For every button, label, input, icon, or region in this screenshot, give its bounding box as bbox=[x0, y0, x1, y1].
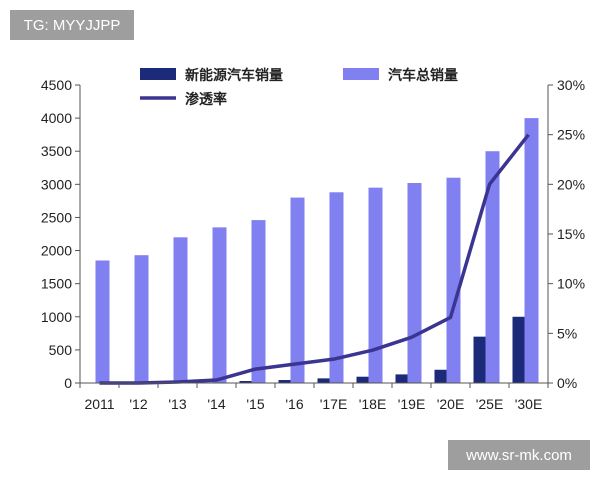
total-sales-bar bbox=[524, 118, 539, 383]
watermark-bottom: www.sr-mk.com bbox=[448, 440, 590, 470]
total-sales-bar bbox=[134, 255, 149, 383]
nev-sales-bar bbox=[434, 369, 447, 383]
left-tick-label: 4000 bbox=[41, 110, 72, 126]
x-tick-label: '12 bbox=[129, 396, 147, 412]
total-sales-bar bbox=[290, 197, 305, 383]
total-sales-bar bbox=[95, 260, 110, 383]
nev-sales-bar bbox=[356, 376, 369, 383]
legend-label-penetration: 渗透率 bbox=[185, 91, 227, 108]
total-sales-bar bbox=[329, 192, 344, 383]
x-tick-label: '15 bbox=[246, 396, 264, 412]
nev-sales-bar bbox=[512, 316, 525, 383]
right-tick-label: 20% bbox=[557, 176, 585, 192]
total-sales-bars bbox=[95, 118, 539, 383]
right-tick-label: 5% bbox=[557, 325, 577, 341]
x-tick-label: '14 bbox=[207, 396, 225, 412]
x-tick-label: 2011 bbox=[84, 396, 114, 412]
left-tick-label: 3000 bbox=[41, 176, 72, 192]
total-sales-bar bbox=[212, 227, 227, 383]
right-tick-label: 25% bbox=[557, 127, 585, 143]
nev-sales-bar bbox=[317, 378, 330, 383]
legend-label-nev: 新能源汽车销量 bbox=[185, 67, 283, 84]
x-tick-label: '13 bbox=[168, 396, 186, 412]
nev-sales-bar bbox=[395, 374, 408, 383]
axes: 0 500 1000 1500 2000 2500 3000 3500 4000 4500 0% 5%… bbox=[41, 77, 585, 412]
x-tick-label: '19E bbox=[398, 396, 426, 412]
total-sales-bar bbox=[251, 220, 266, 383]
left-tick-label: 2000 bbox=[41, 243, 72, 259]
nev-sales-bars bbox=[200, 316, 525, 383]
right-tick-label: 0% bbox=[557, 375, 577, 391]
legend-label-total: 汽车总销量 bbox=[388, 67, 458, 84]
penetration-line-group bbox=[99, 133, 530, 385]
right-tick-label: 30% bbox=[557, 77, 585, 93]
watermark-top: TG: MYYJJPP bbox=[10, 10, 134, 40]
right-tick-label: 15% bbox=[557, 226, 585, 242]
x-tick-label: '30E bbox=[515, 396, 543, 412]
penetration-line bbox=[99, 133, 530, 385]
x-tick-label: '25E bbox=[476, 396, 504, 412]
left-tick-label: 1500 bbox=[41, 276, 72, 292]
nev-sales-bar bbox=[278, 380, 291, 383]
x-tick-label: '20E bbox=[437, 396, 465, 412]
right-tick-label: 10% bbox=[557, 276, 585, 292]
x-tick-label: '16 bbox=[285, 396, 303, 412]
nev-sales-bar bbox=[239, 381, 252, 383]
total-sales-bar bbox=[368, 187, 383, 383]
total-sales-bar bbox=[485, 151, 500, 383]
left-tick-label: 500 bbox=[49, 342, 73, 358]
x-tick-label: '18E bbox=[359, 396, 387, 412]
left-tick-label: 3500 bbox=[41, 143, 72, 159]
left-tick-label: 2500 bbox=[41, 209, 72, 225]
left-tick-label: 0 bbox=[64, 375, 72, 391]
left-tick-label: 1000 bbox=[41, 309, 72, 325]
total-sales-bar bbox=[446, 177, 461, 383]
total-sales-bar bbox=[407, 183, 422, 383]
total-sales-bar bbox=[173, 237, 188, 383]
left-tick-label: 4500 bbox=[41, 77, 72, 93]
legend-swatch-nev bbox=[140, 68, 176, 80]
legend-swatch-total bbox=[343, 68, 379, 80]
nev-sales-bar bbox=[473, 336, 486, 383]
x-tick-label: '17E bbox=[320, 396, 348, 412]
